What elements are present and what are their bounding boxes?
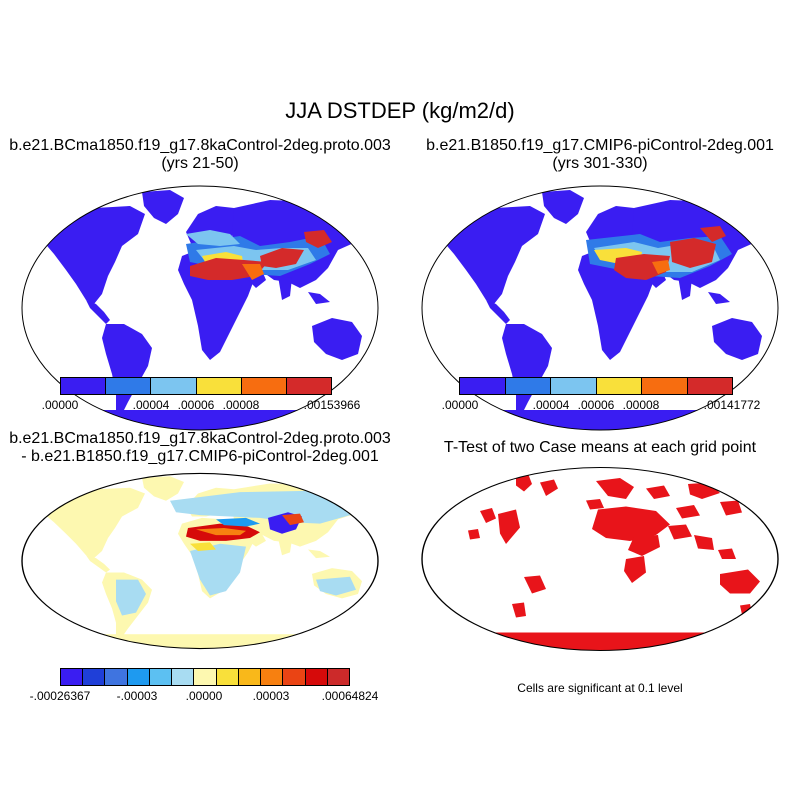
panel-4-map (421, 466, 779, 652)
significant-antarctica (422, 632, 778, 651)
panel-3-title-line1: b.e21.BCma1850.f19_g17.8kaControl-2deg.p… (9, 430, 391, 447)
panel-3-colorbar-label: .00000 (185, 689, 223, 703)
significant-cell (628, 535, 660, 556)
panel-1-colorbar-label: .00006 (177, 398, 215, 412)
panel-1-title: b.e21.BCma1850.f19_g17.8kaControl-2deg.p… (0, 137, 400, 173)
significant-cell (720, 500, 742, 516)
panel-1-colorbar (60, 377, 332, 395)
significant-cell (586, 499, 604, 510)
dust-arabia-red (260, 248, 304, 268)
significant-cell (512, 602, 526, 618)
significant-cell (468, 529, 480, 540)
diff-samerica-lightblue (116, 579, 146, 616)
dust-orange (652, 260, 670, 274)
significant-cell (516, 473, 532, 492)
significant-cell (646, 485, 670, 499)
panel-1-colorbar-label: .00008 (222, 398, 260, 412)
panel-2-title: b.e21.B1850.f19_g17.CMIP6-piControl-2deg… (400, 137, 800, 173)
significant-cell (480, 508, 496, 523)
diff-arabia-red (282, 513, 304, 526)
panel-3-colorbar-label: -.00003 (116, 689, 158, 703)
panel-3-colorbar (60, 668, 350, 686)
dust-orange (242, 264, 264, 280)
panel-2-colorbar-label: .00008 (622, 398, 660, 412)
panel-1-colorbar-label: .00153966 (303, 398, 361, 412)
panel-2-title-line1: b.e21.B1850.f19_g17.CMIP6-piControl-2deg… (426, 137, 774, 154)
significant-cell (624, 556, 646, 583)
panel-3-map (21, 472, 379, 650)
panel-4-title: T-Test of two Case means at each grid po… (443, 439, 757, 456)
panel-2-colorbar (459, 377, 733, 395)
figure-title: JJA DSTDEP (kg/m2/d) (285, 98, 515, 123)
significant-cell (720, 569, 760, 594)
diff-sahara-blue (216, 517, 260, 527)
panel-2-title-line2: (yrs 301-330) (552, 155, 648, 172)
diff-africa-lightblue (190, 543, 246, 596)
panel-3-title: b.e21.BCma1850.f19_g17.8kaControl-2deg.p… (0, 430, 400, 466)
panel-1-title-line1: b.e21.BCma1850.f19_g17.8kaControl-2deg.p… (9, 137, 391, 154)
panel-3-colorbar-label: .00064824 (321, 689, 379, 703)
panel-2-colorbar-label: .00000 (441, 398, 479, 412)
panel-2-colorbar-label: .00141772 (703, 398, 761, 412)
panel-3-colorbar-label: -.00026367 (29, 689, 91, 703)
panel-2-colorbar-label: .00006 (577, 398, 615, 412)
significant-cell (540, 479, 558, 496)
panel-1-colorbar-label: .00000 (41, 398, 79, 412)
dust-sahara-red (190, 258, 268, 280)
dust-gobi-red (304, 230, 332, 248)
panel-2-map (421, 185, 779, 431)
panel-1-map (21, 185, 379, 431)
panel-3-title-line2: - b.e21.B1850.f19_g17.CMIP6-piControl-2d… (21, 448, 379, 465)
diff-eurasia-lightblue (170, 490, 360, 524)
significant-cell (694, 535, 714, 550)
dust-gobi-red (700, 226, 726, 242)
diff-australia-lightblue (316, 576, 356, 596)
diff-yellow (190, 542, 216, 551)
significant-cell (596, 478, 634, 499)
panel-3-colorbar-label: .00003 (252, 689, 290, 703)
diff-sahara-orange (196, 527, 246, 536)
significant-cell (718, 548, 736, 559)
significant-cell (524, 575, 546, 594)
land-deposition-low (422, 190, 778, 430)
dust-arabia-red (670, 238, 716, 268)
significant-cell (676, 505, 700, 519)
significance-note: Cells are significant at 0.1 level (517, 681, 683, 695)
dust-europe-band (186, 230, 240, 246)
panel-1-colorbar-label: .00004 (132, 398, 170, 412)
panel-2-colorbar-label: .00004 (532, 398, 570, 412)
dust-sahara-red (614, 254, 670, 280)
significant-cell (592, 506, 670, 541)
significant-cell (740, 604, 752, 615)
significant-cell (498, 509, 520, 544)
significant-cell (668, 524, 692, 540)
land-deposition-low (22, 190, 378, 430)
panel-1-title-line2: (yrs 21-50) (161, 155, 239, 172)
